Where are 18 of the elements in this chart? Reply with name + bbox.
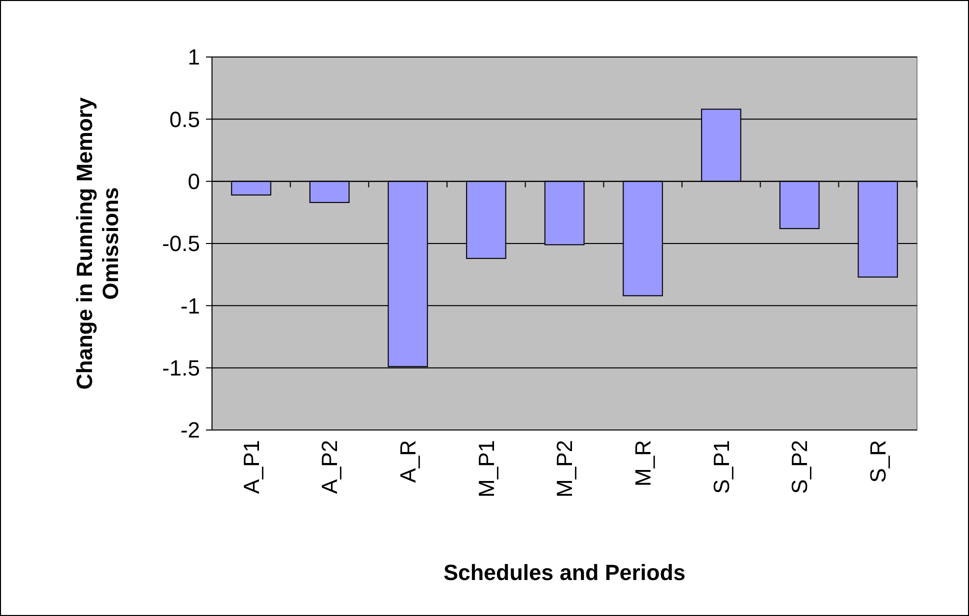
y-tick-label: 1	[188, 44, 200, 70]
y-tick-label: -0.5	[162, 231, 200, 256]
x-axis-title: Schedules and Periods	[443, 560, 686, 585]
x-tick-label: S_R	[866, 440, 891, 483]
x-tick-label: M_P2	[552, 440, 578, 498]
y-tick-label: 0	[188, 169, 200, 194]
x-tick-label: M_R	[630, 440, 656, 486]
x-tick-label: A_R	[396, 440, 421, 483]
x-tick-label: S_P1	[708, 440, 734, 494]
y-axis-title: Change in Running Memory Omissions	[72, 96, 124, 390]
x-tick-label: S_P2	[787, 440, 812, 494]
y-tick-label: -1	[180, 293, 200, 318]
x-tick-label: A_P1	[238, 440, 264, 494]
y-tick-label: -2	[180, 418, 200, 443]
y-tick-label: -1.5	[162, 356, 200, 381]
y-tick-label: 0.5	[169, 106, 200, 132]
x-tick-label: A_P2	[317, 440, 342, 494]
x-tick-label: M_P1	[474, 440, 499, 498]
